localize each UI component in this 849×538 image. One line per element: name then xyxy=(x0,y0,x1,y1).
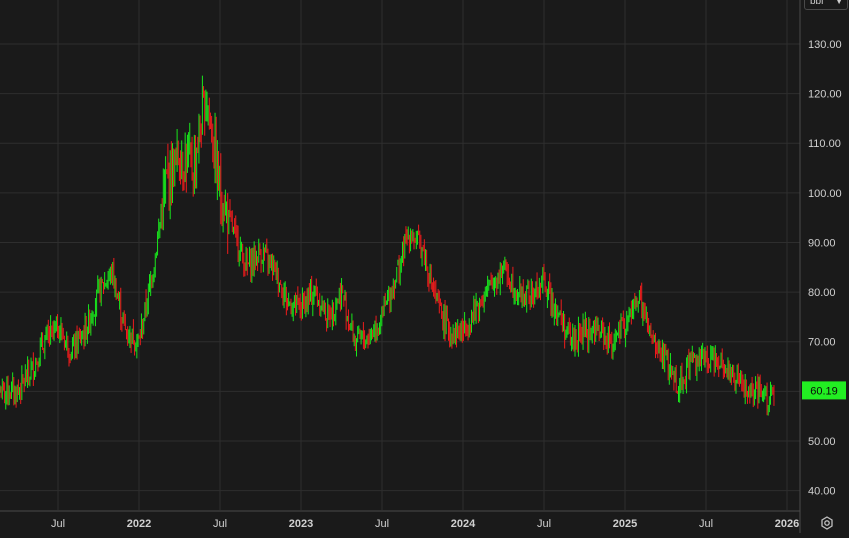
y-tick-label: 110.00 xyxy=(808,138,841,150)
gear-icon xyxy=(821,516,833,530)
x-tick-label: Jul xyxy=(51,518,65,530)
unit-selector-label: bbl xyxy=(810,0,824,7)
y-tick-label: 90.00 xyxy=(808,237,836,249)
x-tick-label: 2026 xyxy=(775,518,799,530)
y-tick-label: 40.00 xyxy=(808,486,836,498)
x-tick-label: 2023 xyxy=(289,518,313,530)
x-tick-label: Jul xyxy=(537,518,551,530)
x-tick-label: 2022 xyxy=(127,518,151,530)
x-tick-label: Jul xyxy=(699,518,713,530)
chevron-down-icon: ▼ xyxy=(835,0,843,6)
y-tick-label: 70.00 xyxy=(808,337,836,349)
x-tick-label: 2024 xyxy=(451,518,476,530)
chart-settings-button[interactable] xyxy=(816,513,838,533)
y-tick-label: 120.00 xyxy=(808,89,842,101)
y-tick-label: 130.00 xyxy=(808,39,842,51)
y-tick-label: 50.00 xyxy=(808,436,836,448)
y-tick-label: 80.00 xyxy=(808,287,836,299)
candles-group xyxy=(0,75,775,416)
unit-selector[interactable]: bbl ▼ xyxy=(804,0,848,10)
x-tick-label: Jul xyxy=(375,518,389,530)
x-tick-label: Jul xyxy=(213,518,227,530)
last-price-badge xyxy=(802,381,846,400)
last-price-label: 60.19 xyxy=(810,385,838,397)
x-tick-label: 2025 xyxy=(613,518,637,530)
y-tick-label: 100.00 xyxy=(808,188,842,200)
